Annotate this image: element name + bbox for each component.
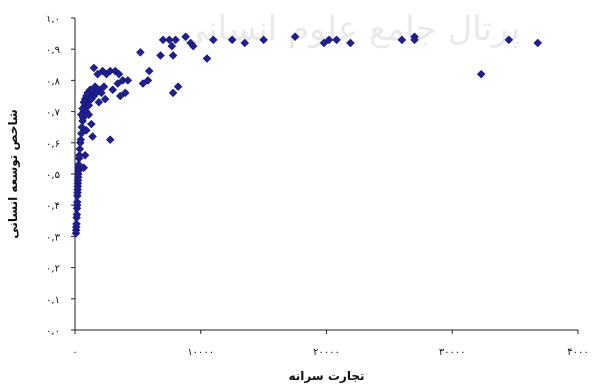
data-point xyxy=(100,94,110,104)
data-point xyxy=(86,119,96,129)
data-point xyxy=(89,63,99,73)
data-point xyxy=(410,35,419,45)
data-point xyxy=(79,163,89,173)
data-point xyxy=(72,197,82,207)
x-tick-label: ۲۰۰۰۰ xyxy=(313,347,340,358)
data-point xyxy=(143,76,153,85)
data-point xyxy=(504,35,514,45)
data-point xyxy=(290,32,300,42)
data-point xyxy=(88,132,97,141)
data-point xyxy=(476,69,486,79)
x-tick-label: ۴۰۰۰ xyxy=(567,347,588,358)
y-tick-label: ۰,۳ xyxy=(46,232,61,243)
y-tick-label: ۰,۱ xyxy=(46,295,60,306)
y-tick-label: ۰,۲ xyxy=(46,264,60,275)
data-point xyxy=(208,35,218,45)
data-point xyxy=(136,47,145,57)
x-tick-label: ۰ xyxy=(72,347,77,358)
data-point xyxy=(156,51,165,60)
labels: ۰,۰ ۰,۱ ۰,۲ ۰,۳ ۰,۴ ۰,۵ ۰,۶ ۰,۷ ۰,۸ ۰,۹ ۱,۰ ۰ ۱۰۰۰۰ ۲… xyxy=(6,14,589,383)
x-axis-title: تجارت سرانه xyxy=(289,369,365,383)
data-point xyxy=(158,35,168,45)
data-point xyxy=(259,35,268,45)
y-tick-label: ۰,۵ xyxy=(46,170,60,181)
data-point xyxy=(84,110,94,120)
data-point xyxy=(123,76,133,85)
data-point xyxy=(99,82,109,91)
x-tick-label: ۱۰۰۰۰ xyxy=(187,347,214,358)
data-point xyxy=(120,88,130,98)
data-point xyxy=(94,97,104,107)
data-point xyxy=(113,79,123,88)
y-tick-label: ۱,۰ xyxy=(46,14,60,25)
data-point xyxy=(80,150,90,160)
x-tick-label: ۳۰۰۰۰ xyxy=(439,347,466,358)
y-axis-title: شاخص توسعه انسانی xyxy=(6,109,21,239)
data-point xyxy=(108,85,118,95)
data-point xyxy=(173,82,183,91)
data-point xyxy=(72,210,82,219)
y-tick-label: ۰,۶ xyxy=(46,139,60,150)
data-point xyxy=(533,38,543,48)
y-tick-label: ۰,۸ xyxy=(46,76,61,87)
data-point xyxy=(105,135,115,145)
data-point xyxy=(171,35,180,45)
data-point xyxy=(144,66,154,76)
data-point xyxy=(397,35,407,45)
y-tick-label: ۰,۷ xyxy=(46,108,61,119)
y-tick-label: ۰,۹ xyxy=(46,45,60,56)
data-point xyxy=(168,51,178,60)
data-point xyxy=(332,35,341,45)
data-point xyxy=(164,35,174,45)
data-point xyxy=(188,41,198,51)
data-point xyxy=(75,144,85,154)
data-point xyxy=(114,69,124,79)
axes xyxy=(71,17,579,334)
data-points xyxy=(71,32,543,238)
data-point xyxy=(240,38,250,48)
data-point xyxy=(72,219,81,229)
data-point xyxy=(167,41,177,51)
data-point xyxy=(168,88,178,98)
data-point xyxy=(84,101,94,110)
data-point xyxy=(76,135,86,145)
y-tick-label: ۰,۰ xyxy=(46,326,60,337)
data-point xyxy=(346,38,355,48)
data-point xyxy=(202,54,212,63)
data-point xyxy=(81,125,91,135)
data-point xyxy=(227,35,237,45)
data-point xyxy=(181,32,191,42)
data-point xyxy=(324,35,334,45)
y-tick-label: ۰,۴ xyxy=(46,201,60,212)
data-point xyxy=(97,88,106,98)
